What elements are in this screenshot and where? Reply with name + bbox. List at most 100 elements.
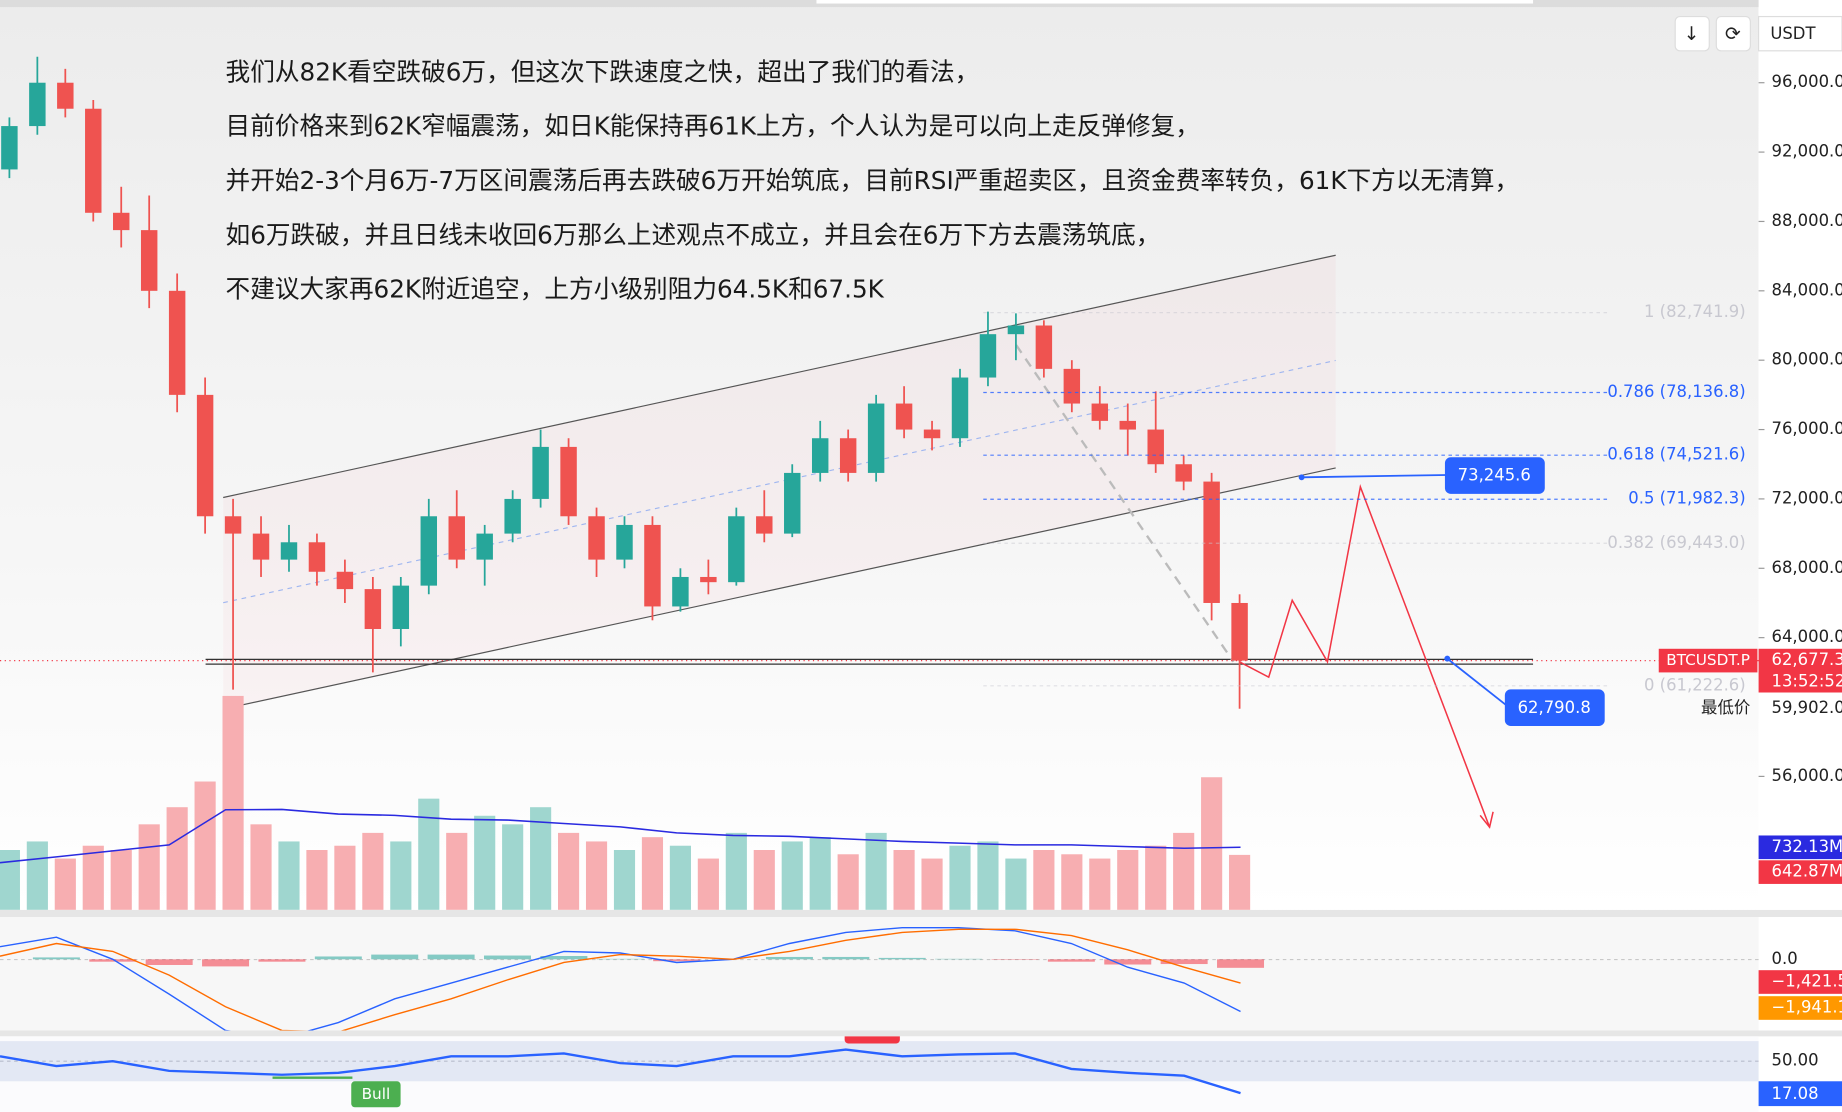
toolbar: ↓ ⟳ USDT <box>1674 15 1842 52</box>
candle-body <box>140 230 158 291</box>
callout-point <box>1444 655 1451 662</box>
refresh-icon[interactable]: ⟳ <box>1725 24 1741 45</box>
fib-label: 0.382 (69,443.0) <box>1607 533 1745 552</box>
pane-separator <box>0 1030 1842 1037</box>
annotation-line: 如6万跌破，并且日线未收回6万那么上述观点不成立，并且会在6万下方去震荡筑底， <box>226 220 1161 249</box>
macd-histogram <box>314 956 362 960</box>
macd-histogram <box>1104 959 1152 965</box>
y-tick-label: 92,000.0 <box>1772 142 1842 161</box>
macd-histogram <box>258 959 306 962</box>
y-tick-label: 64,000.0 <box>1772 627 1842 646</box>
candle-body <box>756 516 773 534</box>
candle-body <box>644 524 661 607</box>
volume-bar <box>1033 850 1055 910</box>
download-icon[interactable]: ↓ <box>1684 24 1700 45</box>
candle-body <box>923 429 941 439</box>
price-tag-label: 62,677.3 <box>1772 650 1842 669</box>
y-tick-label: 56,000.0 <box>1772 766 1842 785</box>
candle-body <box>364 589 382 629</box>
macd-label: −1,421.5 <box>1772 971 1842 990</box>
candle-body <box>700 576 717 583</box>
callout-label: 62,790.8 <box>1518 698 1591 717</box>
channel-mid <box>223 359 1336 604</box>
annotation-line: 目前价格来到62K窄幅震荡，如日K能保持再61K上方，个人认为是可以向上走反弹修… <box>226 112 1200 141</box>
volume-bar <box>278 841 300 910</box>
candle-body <box>448 516 465 560</box>
refresh-button[interactable] <box>1715 15 1751 52</box>
group <box>0 56 1251 910</box>
candle-body <box>811 438 829 473</box>
macd-histogram <box>483 955 531 960</box>
trend-dashed <box>1015 344 1235 663</box>
candle-body <box>616 524 633 560</box>
fib-label: 0 (61,222.6) <box>1644 675 1746 694</box>
candle-body <box>113 212 130 231</box>
group: Bear <box>0 1036 1241 1095</box>
y-tick-label: 68,000.0 <box>1772 558 1842 577</box>
currency-button[interactable] <box>1758 15 1842 52</box>
volume-bar <box>194 781 216 910</box>
candle-body <box>1147 429 1164 465</box>
volume-bar <box>334 845 356 910</box>
macd-tag <box>1758 970 1842 994</box>
volume-bar <box>82 845 104 910</box>
annotation-line: 并开始2-3个月6万-7万区间震荡后再去跌破6万开始筑底，目前RSI严重超卖区，… <box>226 166 1520 195</box>
volume-bar <box>921 858 943 910</box>
volume-bar <box>1117 850 1139 910</box>
volume-label: 642.87M <box>1772 862 1842 881</box>
volume-ma-tag <box>1758 835 1842 860</box>
candle-body <box>392 585 410 629</box>
volume-bar <box>54 858 76 910</box>
macd-histogram <box>1160 959 1208 965</box>
candle-body <box>1 126 18 170</box>
candle-body <box>1175 464 1192 482</box>
rsi-tag <box>1758 1081 1842 1107</box>
rsi-label: 17.08 <box>1772 1084 1819 1103</box>
fib-label: 0.5 (71,982.3) <box>1628 489 1745 508</box>
symbol-label: BTCUSDT.P <box>1666 651 1750 669</box>
volume-bar <box>1173 832 1195 910</box>
macd-histogram <box>202 959 250 967</box>
callout-label: 73,245.6 <box>1458 466 1531 485</box>
candle-body <box>1231 602 1248 661</box>
y-tick-label: 72,000.0 <box>1772 488 1842 507</box>
currency[interactable]: USDT <box>1770 24 1816 43</box>
candle-body <box>504 498 521 534</box>
volume-bar <box>110 850 132 910</box>
low-price-text: 最低价 <box>1701 698 1750 717</box>
channel-upper <box>223 254 1336 499</box>
volume-bar <box>26 841 48 910</box>
volume-bar <box>865 832 887 910</box>
volume-bar <box>0 850 20 910</box>
symbol-tag <box>1658 648 1758 673</box>
channel-fill <box>223 255 1336 710</box>
candle-body <box>672 576 689 607</box>
fib-label: 1 (82,741.9) <box>1644 302 1746 321</box>
volume-bar <box>1089 858 1111 910</box>
candle-body <box>168 290 186 395</box>
volume-bar <box>697 858 719 910</box>
candle-body <box>784 472 801 534</box>
fib-label: 0.618 (74,521.6) <box>1607 445 1745 464</box>
volume-bar <box>585 841 608 910</box>
candle-body <box>560 446 577 517</box>
candle-body <box>1203 481 1220 603</box>
volume-bar <box>306 850 328 910</box>
candle-body <box>951 377 969 439</box>
volume-bar <box>502 824 524 910</box>
candle-body <box>1063 368 1081 404</box>
volume-bar <box>138 824 160 910</box>
macd-zero-label: 0.0 <box>1772 949 1798 968</box>
channel-lower <box>223 467 1336 710</box>
volume-bar <box>949 845 971 910</box>
candle-body <box>85 108 102 213</box>
volume-bar <box>530 807 552 910</box>
candle-body <box>895 403 913 430</box>
callout-leader <box>1446 657 1508 707</box>
download-button[interactable] <box>1674 15 1710 52</box>
signal-label: −1,941.1 <box>1772 997 1842 1016</box>
volume-bar <box>837 854 859 910</box>
volume-bar <box>893 850 915 910</box>
callout-point <box>1298 474 1305 481</box>
